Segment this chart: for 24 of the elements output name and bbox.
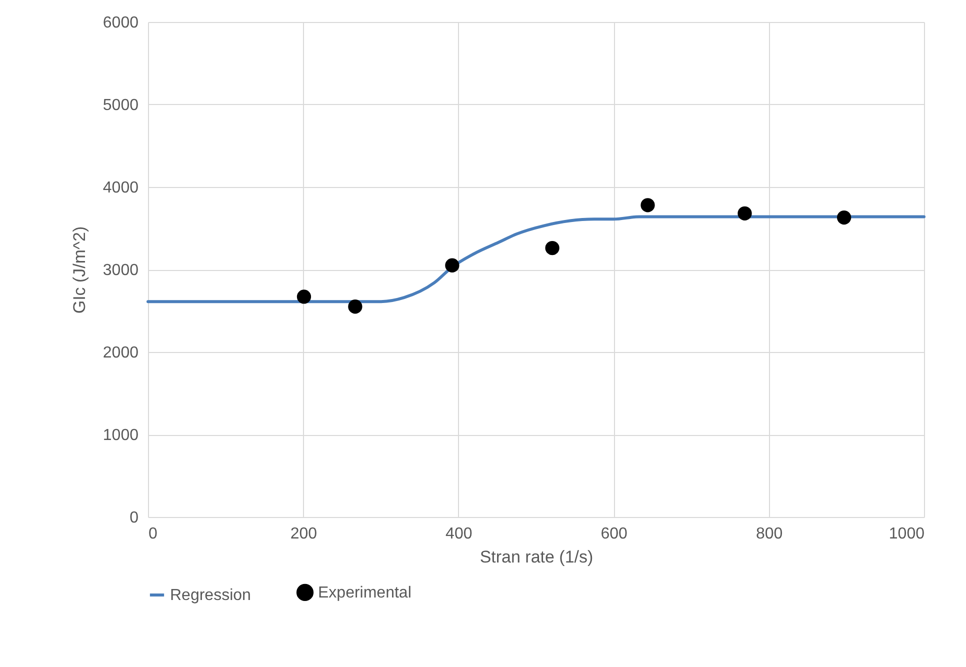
y-tick-label: 2000 — [102, 344, 139, 362]
x-tick-label: 600 — [600, 526, 628, 542]
point — [296, 290, 312, 304]
y-tick-label: 4000 — [102, 180, 139, 196]
point — [640, 198, 655, 212]
y-tick-label: 0 — [130, 510, 139, 526]
point — [837, 210, 852, 225]
point — [348, 300, 362, 314]
y-tick-label: 5000 — [102, 97, 139, 114]
point — [545, 240, 560, 256]
x-tick-label: 1000 — [888, 526, 925, 542]
point — [445, 258, 460, 272]
point — [738, 206, 752, 220]
y-tick-label: 1000 — [102, 427, 139, 444]
x-axis-title: Stran rate (1/s) — [480, 548, 594, 566]
x-tick-label: 200 — [290, 526, 318, 542]
x-tick-label: 400 — [446, 526, 472, 542]
legend-label: Regression — [170, 587, 251, 604]
x-tick-label: 0 — [148, 526, 158, 542]
y-tick-label: 3000 — [102, 262, 139, 279]
x-tick-label: 800 — [756, 526, 783, 542]
y-axis-title: GIc (J/m^2) — [70, 226, 89, 314]
y-tick-label: 6000 — [102, 14, 139, 32]
legend-label: Experimental — [318, 584, 412, 602]
